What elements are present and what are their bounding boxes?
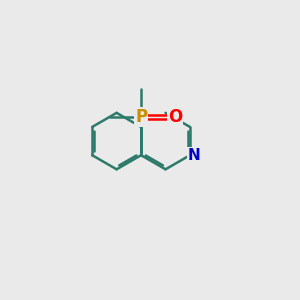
Text: O: O: [168, 108, 182, 126]
Text: P: P: [135, 108, 147, 126]
Text: N: N: [188, 148, 200, 163]
